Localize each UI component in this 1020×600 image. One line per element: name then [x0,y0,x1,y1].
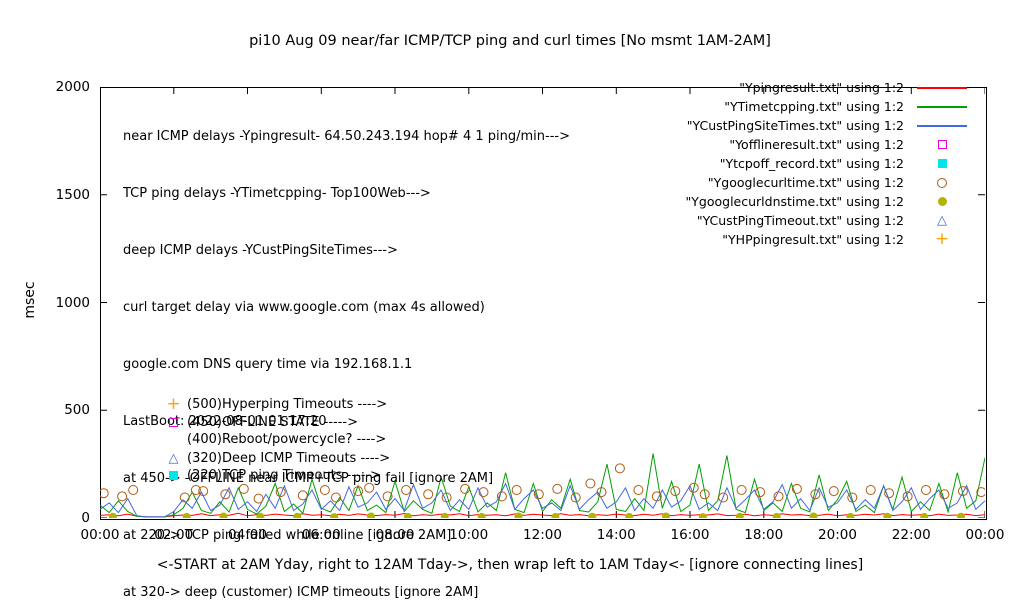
blue-line-icon [914,116,970,135]
info-line: TCP ping delays -YTimetcpping- Top100Web… [123,186,431,201]
info-line: at 450-> -OFFLINE near ICMP+TCP ping fai… [123,471,494,486]
legend-label: "Ypingresult.txt" using 1:2 [739,80,904,95]
x-tick-label: 12:00 [523,527,562,543]
y-tick-label: 1500 [55,186,90,203]
x-tick-label: 20:00 [818,527,857,543]
olive-filled-circle-icon [914,192,970,211]
legend-label: "Ygooglecurldnstime.txt" using 1:2 [685,194,904,209]
info-line: deep ICMP delays -YCustPingSiteTimes---> [123,243,398,258]
annotation-text: (500)Hyperping Timeouts ----> [187,396,388,412]
annotation-500-hyperping: + (500)Hyperping Timeouts ----> [166,393,388,414]
info-line: near ICMP delays -Ypingresult- 64.50.243… [123,129,570,144]
y-tick-label: 500 [64,402,90,419]
x-tick-label: 04:00 [228,527,267,543]
info-line: at 220-> TCP ping failed while online [i… [123,528,452,543]
info-text-block: near ICMP delays -Ypingresult- 64.50.243… [123,89,570,600]
red-line-icon [914,78,970,97]
y-tick-label: 0 [81,510,90,526]
legend-label: "YTimetcpping.txt" using 1:2 [724,99,904,114]
x-axis-ticks: 00:00 02:00 04:00 06:00 08:00 10:00 12:0… [81,527,1005,545]
x-tick-label: 00:00 [965,527,1005,543]
legend-label: "Yofflineresult.txt" using 1:2 [729,137,904,152]
legend-label: "YHPpingresult.txt" using 1:2 [722,232,904,247]
cyan-filled-square-icon [914,154,970,173]
plot-border [100,87,987,520]
chart-title: pi10 Aug 09 near/far ICMP/TCP ping and c… [249,33,771,49]
x-tick-label: 10:00 [449,527,489,543]
hyperping-plus-icon: + [166,393,181,414]
annotation-text: (320)Deep ICMP Timeouts ----> [187,450,391,466]
brown-open-circle-icon [914,173,970,192]
legend-label: "YCustPingSiteTimes.txt" using 1:2 [686,118,904,133]
legend-item-ytcpoff-record: "Ytcpoff_record.txt" using 1:2 [686,154,970,173]
annotation-text: (450)OFFLINE STATE -----> [187,414,358,430]
annotation-text: (400)Reboot/powercycle? ----> [187,432,387,448]
legend-item-yhppingresult: "YHPpingresult.txt" using 1:2 + [686,230,970,249]
x-tick-label: 08:00 [375,527,415,543]
deep-icmp-triangle-icon: △ [168,450,179,466]
legend-label: "Ytcpoff_record.txt" using 1:2 [719,156,904,171]
legend-item-ytimetcpping: "YTimetcpping.txt" using 1:2 [686,97,970,116]
annotation-400-reboot: (400)Reboot/powercycle? ----> [166,432,386,448]
info-line: google.com DNS query time via 192.168.1.… [123,357,413,372]
x-tick-label: 02:00 [154,527,194,543]
green-line-icon [914,97,970,116]
blue-open-triangle-icon: △ [937,213,947,228]
orange-plus-icon: + [934,229,950,249]
legend-item-ygooglecurltime: "Ygooglecurltime.txt" using 1:2 [686,173,970,192]
x-tick-label: 18:00 [744,527,784,543]
x-tick-label: 14:00 [596,527,636,543]
offline-square-icon [166,414,181,430]
magenta-open-square-icon [914,135,970,154]
x-tick-label: 16:00 [670,527,710,543]
x-tick-label: 22:00 [891,527,931,543]
x-tick-label: 06:00 [301,527,341,543]
info-line: curl target delay via www.google.com (ma… [123,300,485,315]
legend-item-ycustpingtimeout: "YCustPingTimeout.txt" using 1:2 △ [686,211,970,230]
annotation-320-deep-icmp: △ (320)Deep ICMP Timeouts ----> [166,450,391,466]
info-line: at 320-> deep (customer) ICMP timeouts [… [123,585,479,600]
legend-item-ygooglecurldnstime: "Ygooglecurldnstime.txt" using 1:2 [686,192,970,211]
annotation-text: (220)TCP ping Timeouts -----> [187,468,382,484]
y-tick-label: 1000 [55,294,90,311]
y-tick-label: 2000 [55,79,90,95]
legend-label: "YCustPingTimeout.txt" using 1:2 [696,213,904,228]
legend-item-ycustpingsitetimes: "YCustPingSiteTimes.txt" using 1:2 [686,116,970,135]
legend-item-ypingresult: "Ypingresult.txt" using 1:2 [686,78,970,97]
annotation-220-tcp: (220)TCP ping Timeouts -----> [166,468,381,484]
legend-item-yofflineresult: "Yofflineresult.txt" using 1:2 [686,135,970,154]
x-axis-label: <-START at 2AM Yday, right to 12AM Tday-… [156,557,864,573]
tcp-square-icon [166,468,181,484]
x-tick-label: 00:00 [80,527,120,543]
annotation-450-offline: (450)OFFLINE STATE -----> [166,414,358,430]
plot-data-svg [100,87,985,518]
annotation-marker-spacer [166,432,181,448]
legend-label: "Ygooglecurltime.txt" using 1:2 [707,175,904,190]
legend: "Ypingresult.txt" using 1:2 "YTimetcppin… [686,78,970,249]
